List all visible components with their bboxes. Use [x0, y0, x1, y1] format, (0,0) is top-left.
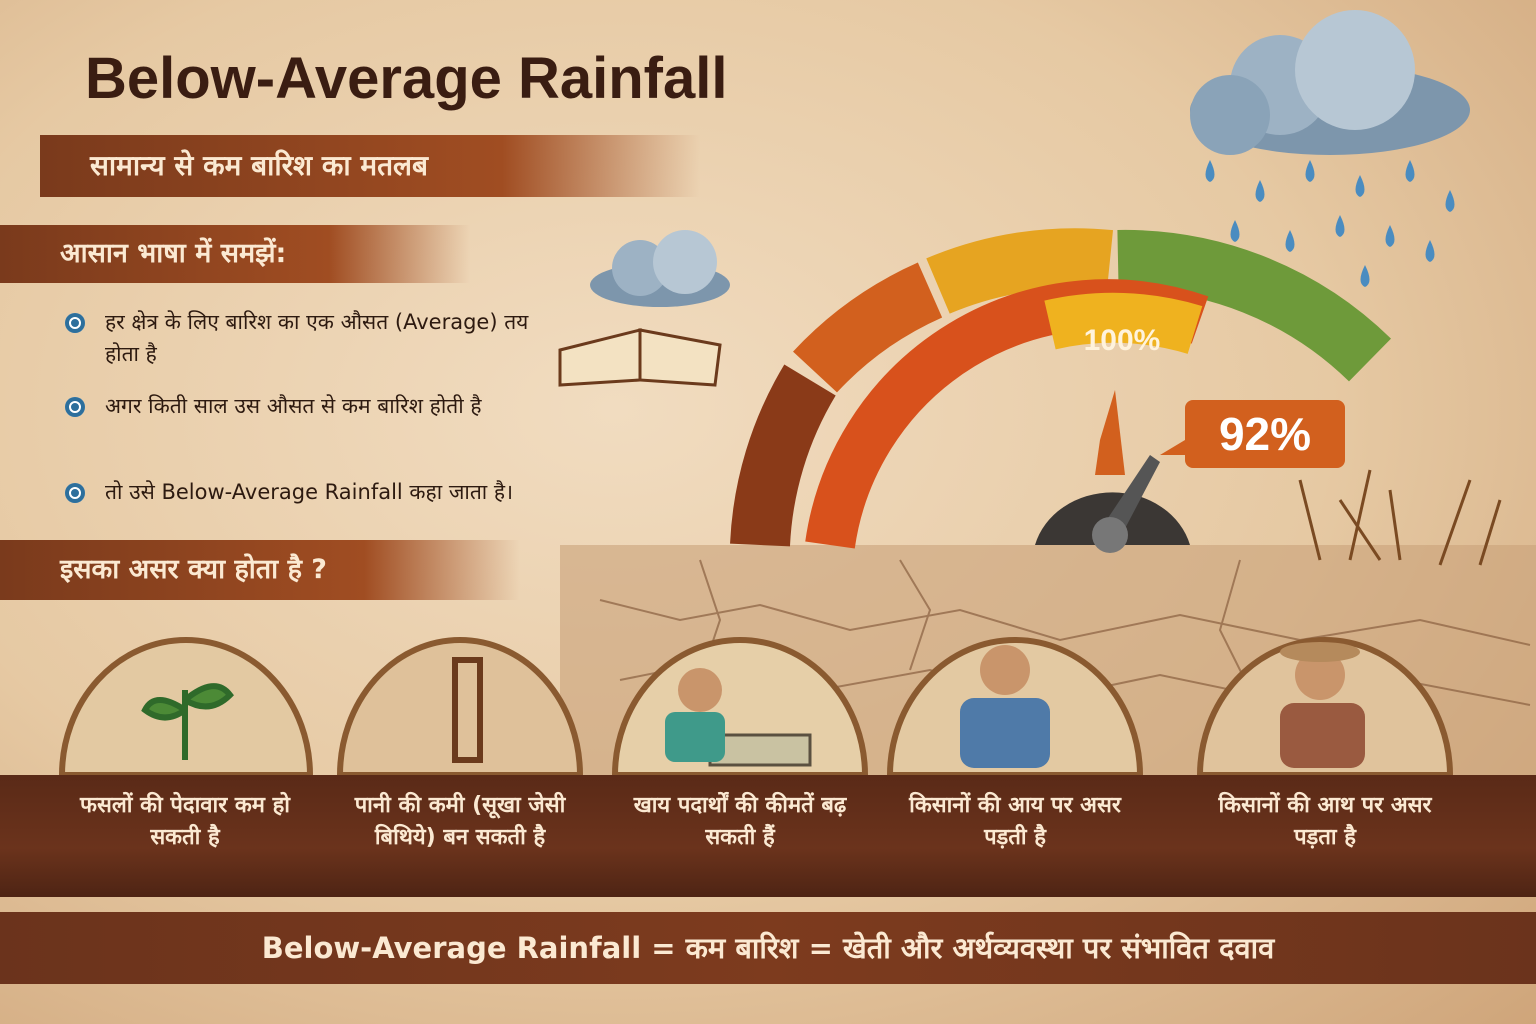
- gauge: [730, 228, 1391, 553]
- point: हर क्षेत्र के लिए बारिश का एक औसत (Avera…: [65, 306, 535, 370]
- book-cloud: [558, 230, 730, 387]
- card-icons: [141, 642, 1365, 768]
- gauge-reference: 100%: [1084, 324, 1161, 357]
- impact-card: पानी की कमी (सूखा जेसी बिथिये) बन सकती ह…: [354, 793, 566, 850]
- explain-heading: आसान भाषा में समझें:: [0, 225, 470, 283]
- impact-card: किसानों की आय पर असर पड़ती है: [909, 793, 1121, 850]
- point: अगर किती साल उस औसत से कम बारिश होती है: [65, 390, 535, 422]
- title: Below-Average Rainfall: [85, 46, 728, 111]
- impact-band: [0, 775, 1536, 897]
- point: तो उसे Below-Average Rainfall कहा जाता ह…: [65, 476, 535, 508]
- impact-card: फसलों की पेदावार कम हो सकती है: [80, 793, 290, 850]
- subtitle: सामान्य से कम बारिश का मतलब: [40, 135, 700, 197]
- impact-heading: इसका असर क्या होता है ?: [0, 540, 520, 600]
- rain-cloud: [1190, 10, 1470, 287]
- dry-grass: [1298, 469, 1502, 566]
- gauge-value: 92%: [1219, 408, 1311, 460]
- footer: Below-Average Rainfall = कम बारिश = खेती…: [0, 912, 1536, 984]
- impact-card: किसानों की आथ पर असर पड़ता है: [1218, 793, 1432, 850]
- impact-card: खाय पदार्थों की कीमतें बढ़ सकती हैं: [633, 793, 847, 850]
